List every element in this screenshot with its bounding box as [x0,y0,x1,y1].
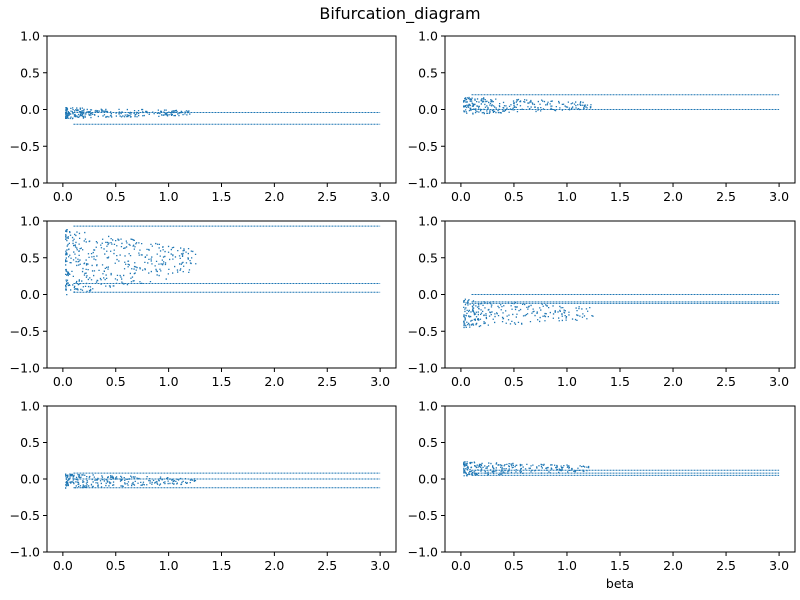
transient-points [463,298,594,329]
x-tick-label: 3.0 [370,374,390,389]
x-tick-label: 2.0 [663,374,683,389]
transient-points [463,96,592,115]
x-tick-label: 2.0 [264,189,284,204]
y-tick-label: −1.0 [408,361,438,376]
axes-frame [46,220,397,369]
x-tick-label: 3.0 [769,558,789,573]
x-tick-label: 3.0 [370,189,390,204]
subplot-middle-left: 0.0 0.5 1.0 1.5 2.0 2.5 3.0 −1.0 −0.5 0.0 0.5 1.0 [10,214,397,389]
x-tick-label: 1.0 [159,558,179,573]
x-tick-label: 1.5 [212,558,232,573]
y-tick-label: 0.5 [418,65,438,80]
x-tick-label: 0.0 [53,558,73,573]
axes-frame [46,35,397,184]
y-tick-label: 0.0 [418,102,438,117]
x-tick-label: 1.0 [557,374,577,389]
x-tick-label: 0.0 [451,189,471,204]
x-tick-label: 0.0 [53,189,73,204]
figure-title: Bifurcation_diagram [319,4,480,24]
x-tick-label: 2.5 [317,558,337,573]
y-tick-label: −0.5 [10,324,40,339]
x-tick-label: 1.5 [610,374,630,389]
y-tick-label: 0.5 [20,65,40,80]
x-tick-label: 0.5 [106,189,126,204]
y-tick-label: −0.5 [408,139,438,154]
x-tick-label: 2.0 [663,558,683,573]
x-tick-label: 0.5 [504,189,524,204]
x-tick-label: 0.0 [451,558,471,573]
x-tick-label: 1.0 [557,189,577,204]
y-tick-label: 1.0 [418,29,438,44]
x-tick-label: 2.5 [716,189,736,204]
y-tick-label: 1.0 [418,399,438,414]
transient-points [463,461,590,477]
y-tick-label: −1.0 [10,361,40,376]
y-tick-label: 1.0 [20,214,40,229]
x-tick-label: 2.5 [716,558,736,573]
subplot-top-left: 0.0 0.5 1.0 1.5 2.0 2.5 3.0 −1.0 −0.5 0.0 0.5 1.0 [10,29,397,204]
y-tick-label: −0.5 [408,508,438,523]
y-tick-label: 0.5 [418,435,438,450]
x-tick-label: 3.0 [769,374,789,389]
transient-points [65,107,191,120]
x-tick-label: 0.5 [106,374,126,389]
x-tick-label: 3.0 [370,558,390,573]
y-tick-label: −0.5 [10,139,40,154]
transient-points [65,229,197,296]
y-tick-label: −1.0 [408,176,438,191]
x-tick-label: 2.0 [663,189,683,204]
x-tick-label: 2.0 [264,558,284,573]
y-tick-label: 0.5 [418,250,438,265]
x-tick-label: 1.5 [610,558,630,573]
y-tick-label: 0.5 [20,435,40,450]
subplot-middle-right: 0.0 0.5 1.0 1.5 2.0 2.5 3.0 −1.0 −0.5 0.0 0.5 1.0 [408,214,796,389]
subplot-grid: 0.0 0.5 1.0 1.5 2.0 2.5 3.0−1.0−0.50.00.51.00.… [10,29,796,591]
y-tick-label: 1.0 [20,399,40,414]
y-tick-label: −0.5 [408,324,438,339]
x-tick-label: 3.0 [769,189,789,204]
x-tick-label: 2.5 [716,374,736,389]
x-axis-label: beta [606,576,634,591]
x-tick-label: 0.0 [53,374,73,389]
transient-points [65,473,197,489]
y-tick-label: −1.0 [10,545,40,560]
y-tick-label: −1.0 [408,545,438,560]
x-tick-label: 1.0 [159,374,179,389]
y-tick-label: 0.0 [418,472,438,487]
y-tick-label: −1.0 [10,176,40,191]
y-tick-label: 1.0 [418,214,438,229]
x-tick-label: 1.5 [212,189,232,204]
x-tick-label: 1.0 [557,558,577,573]
x-tick-label: 0.0 [451,374,471,389]
y-tick-label: −0.5 [10,508,40,523]
x-tick-label: 1.5 [212,374,232,389]
x-tick-label: 0.5 [504,558,524,573]
x-tick-label: 2.5 [317,374,337,389]
y-tick-label: 0.0 [20,102,40,117]
x-tick-label: 2.5 [317,189,337,204]
y-tick-label: 0.0 [418,287,438,302]
x-tick-label: 1.5 [610,189,630,204]
y-tick-label: 0.0 [20,287,40,302]
x-tick-label: 0.5 [504,374,524,389]
y-tick-label: 0.0 [20,472,40,487]
axes-frame [444,405,796,553]
x-tick-label: 1.0 [159,189,179,204]
y-tick-label: 0.5 [20,250,40,265]
x-tick-label: 0.5 [106,558,126,573]
subplot-bottom-left: 0.0 0.5 1.0 1.5 2.0 2.5 3.0 −1.0 −0.5 0.0 0.5 1.0 [10,399,397,573]
subplot-bottom-right: 0.0 0.5 1.0 1.5 2.0 2.5 3.0 −1.0 −0.5 0.0 0.5 1.0 be… [408,399,796,591]
y-tick-label: 1.0 [20,29,40,44]
x-tick-label: 2.0 [264,374,284,389]
subplot-top-right: 0.0 0.5 1.0 1.5 2.0 2.5 3.0 −1.0 −0.5 0.0 0.5 1.0 [408,29,796,204]
